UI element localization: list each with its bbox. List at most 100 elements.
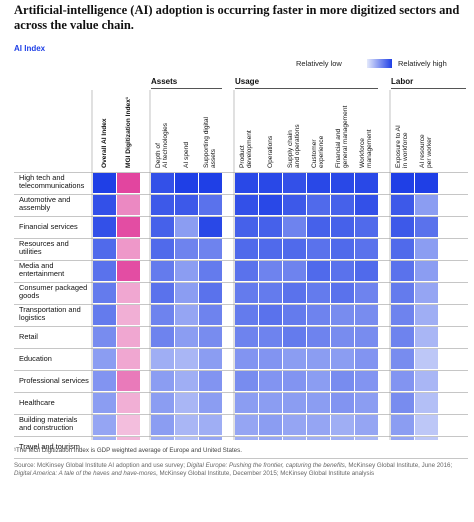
- heatmap-cell-professional-services-product-development: [235, 371, 258, 391]
- legend-high-label: Relatively high: [398, 59, 447, 68]
- heatmap-cell-building-materials-and-construction-overall-ai-index: [93, 415, 116, 435]
- heatmap-cell-resources-and-utilities-mgi-digitization-index: [117, 239, 140, 259]
- heatmap-cell-automotive-and-assembly-supply-chain-and-operations: [283, 195, 306, 215]
- heatmap-cell-retail-ai-spend: [175, 327, 198, 347]
- heatmap-cell-travel-and-tourism-depth-of-ai-technologies: [151, 437, 174, 440]
- heatmap-cell-professional-services-supporting-digital-assets: [199, 371, 222, 391]
- heatmap-cell-healthcare-financial-and-general-management: [331, 393, 354, 413]
- heatmap-cell-resources-and-utilities-financial-and-general-management: [331, 239, 354, 259]
- heatmap-cell-automotive-and-assembly-supporting-digital-assets: [199, 195, 222, 215]
- heatmap-cell-healthcare-ai-resource-per-worker: [415, 393, 438, 413]
- heatmap-cell-media-and-entertainment-operations: [259, 261, 282, 281]
- heatmap-cell-consumer-packaged-goods-customer-experience: [307, 283, 330, 303]
- heatmap-cell-transportation-and-logistics-overall-ai-index: [93, 305, 116, 325]
- heatmap-cell-resources-and-utilities-supply-chain-and-operations: [283, 239, 306, 259]
- row-label-education: Education: [19, 354, 52, 363]
- heatmap-cell-consumer-packaged-goods-financial-and-general-management: [331, 283, 354, 303]
- heatmap-cell-financial-services-product-development: [235, 217, 258, 237]
- row-label-healthcare: Healthcare: [19, 398, 55, 407]
- heatmap-cell-high-tech-and-telecommunications-exposure-to-ai-in-workforce: [391, 173, 414, 193]
- heatmap-cell-education-workforce-management: [355, 349, 378, 369]
- heatmap-cell-retail-depth-of-ai-technologies: [151, 327, 174, 347]
- source-note: Source: McKinsey Global Institute AI ado…: [14, 462, 453, 478]
- row-divider: [14, 436, 468, 437]
- footnote: ¹The MGI Digitization Index is GDP weigh…: [14, 447, 242, 454]
- row-label-building-materials-and-construction: Building materials and construction: [19, 415, 78, 433]
- heatmap-cell-resources-and-utilities-ai-spend: [175, 239, 198, 259]
- heatmap-cell-resources-and-utilities-ai-resource-per-worker: [415, 239, 438, 259]
- heatmap-cell-resources-and-utilities-customer-experience: [307, 239, 330, 259]
- heatmap-cell-travel-and-tourism-exposure-to-ai-in-workforce: [391, 437, 414, 440]
- heatmap-cell-retail-supply-chain-and-operations: [283, 327, 306, 347]
- heatmap-cell-consumer-packaged-goods-ai-resource-per-worker: [415, 283, 438, 303]
- row-label-financial-services: Financial services: [19, 222, 78, 231]
- heatmap-cell-retail-operations: [259, 327, 282, 347]
- heatmap-cell-education-product-development: [235, 349, 258, 369]
- heatmap-cell-media-and-entertainment-supporting-digital-assets: [199, 261, 222, 281]
- group-header-rule: [391, 88, 466, 89]
- heatmap-cell-education-ai-resource-per-worker: [415, 349, 438, 369]
- heatmap-cell-media-and-entertainment-ai-spend: [175, 261, 198, 281]
- heatmap-cell-retail-supporting-digital-assets: [199, 327, 222, 347]
- legend-low-label: Relatively low: [296, 59, 342, 68]
- heatmap-cell-retail-product-development: [235, 327, 258, 347]
- heatmap-cell-financial-services-exposure-to-ai-in-workforce: [391, 217, 414, 237]
- heatmap-cell-retail-customer-experience: [307, 327, 330, 347]
- heatmap-cell-transportation-and-logistics-depth-of-ai-technologies: [151, 305, 174, 325]
- heatmap-cell-resources-and-utilities-supporting-digital-assets: [199, 239, 222, 259]
- heatmap-cell-healthcare-product-development: [235, 393, 258, 413]
- chart-title: Artificial-intelligence (AI) adoption is…: [14, 3, 460, 32]
- row-label-media-and-entertainment: Media and entertainment: [19, 261, 65, 279]
- heatmap-cell-travel-and-tourism-supporting-digital-assets: [199, 437, 222, 440]
- heatmap-cell-automotive-and-assembly-ai-resource-per-worker: [415, 195, 438, 215]
- heatmap-cell-transportation-and-logistics-product-development: [235, 305, 258, 325]
- heatmap-cell-consumer-packaged-goods-workforce-management: [355, 283, 378, 303]
- row-divider: [14, 348, 468, 349]
- heatmap-cell-building-materials-and-construction-workforce-management: [355, 415, 378, 435]
- heatmap-cell-travel-and-tourism-operations: [259, 437, 282, 440]
- heatmap-cell-travel-and-tourism-overall-ai-index: [93, 437, 116, 440]
- heatmap-cell-financial-services-supply-chain-and-operations: [283, 217, 306, 237]
- heatmap-cell-transportation-and-logistics-customer-experience: [307, 305, 330, 325]
- heatmap-cell-building-materials-and-construction-product-development: [235, 415, 258, 435]
- heatmap-cell-high-tech-and-telecommunications-customer-experience: [307, 173, 330, 193]
- heatmap-cell-professional-services-operations: [259, 371, 282, 391]
- heatmap-cell-professional-services-depth-of-ai-technologies: [151, 371, 174, 391]
- heatmap-cell-healthcare-exposure-to-ai-in-workforce: [391, 393, 414, 413]
- heatmap-cell-transportation-and-logistics-ai-spend: [175, 305, 198, 325]
- row-divider: [14, 458, 468, 459]
- heatmap-cell-retail-mgi-digitization-index: [117, 327, 140, 347]
- heatmap-cell-automotive-and-assembly-mgi-digitization-index: [117, 195, 140, 215]
- heatmap-cell-building-materials-and-construction-ai-spend: [175, 415, 198, 435]
- heatmap-cell-media-and-entertainment-exposure-to-ai-in-workforce: [391, 261, 414, 281]
- heatmap-cell-media-and-entertainment-mgi-digitization-index: [117, 261, 140, 281]
- heatmap-cell-automotive-and-assembly-depth-of-ai-technologies: [151, 195, 174, 215]
- heatmap-cell-financial-services-operations: [259, 217, 282, 237]
- heatmap-cell-transportation-and-logistics-exposure-to-ai-in-workforce: [391, 305, 414, 325]
- heatmap-cell-financial-services-financial-and-general-management: [331, 217, 354, 237]
- heatmap-cell-transportation-and-logistics-mgi-digitization-index: [117, 305, 140, 325]
- heatmap-cell-building-materials-and-construction-operations: [259, 415, 282, 435]
- heatmap-cell-building-materials-and-construction-mgi-digitization-index: [117, 415, 140, 435]
- heatmap-cell-media-and-entertainment-financial-and-general-management: [331, 261, 354, 281]
- heatmap-cell-professional-services-supply-chain-and-operations: [283, 371, 306, 391]
- heatmap-cell-consumer-packaged-goods-exposure-to-ai-in-workforce: [391, 283, 414, 303]
- heatmap-cell-healthcare-supporting-digital-assets: [199, 393, 222, 413]
- row-divider: [14, 304, 468, 305]
- heatmap-cell-financial-services-ai-spend: [175, 217, 198, 237]
- heatmap-cell-high-tech-and-telecommunications-mgi-digitization-index: [117, 173, 140, 193]
- heatmap-cell-travel-and-tourism-workforce-management: [355, 437, 378, 440]
- heatmap-cell-high-tech-and-telecommunications-operations: [259, 173, 282, 193]
- heatmap-cell-media-and-entertainment-depth-of-ai-technologies: [151, 261, 174, 281]
- heatmap-cell-high-tech-and-telecommunications-depth-of-ai-technologies: [151, 173, 174, 193]
- heatmap-cell-automotive-and-assembly-customer-experience: [307, 195, 330, 215]
- heatmap-cell-education-supply-chain-and-operations: [283, 349, 306, 369]
- heatmap-grid: [91, 90, 438, 440]
- heatmap-cell-transportation-and-logistics-financial-and-general-management: [331, 305, 354, 325]
- heatmap-cell-financial-services-overall-ai-index: [93, 217, 116, 237]
- heatmap-cell-resources-and-utilities-product-development: [235, 239, 258, 259]
- row-divider: [14, 370, 468, 371]
- heatmap-cell-consumer-packaged-goods-operations: [259, 283, 282, 303]
- heatmap-cell-resources-and-utilities-operations: [259, 239, 282, 259]
- heatmap-cell-financial-services-customer-experience: [307, 217, 330, 237]
